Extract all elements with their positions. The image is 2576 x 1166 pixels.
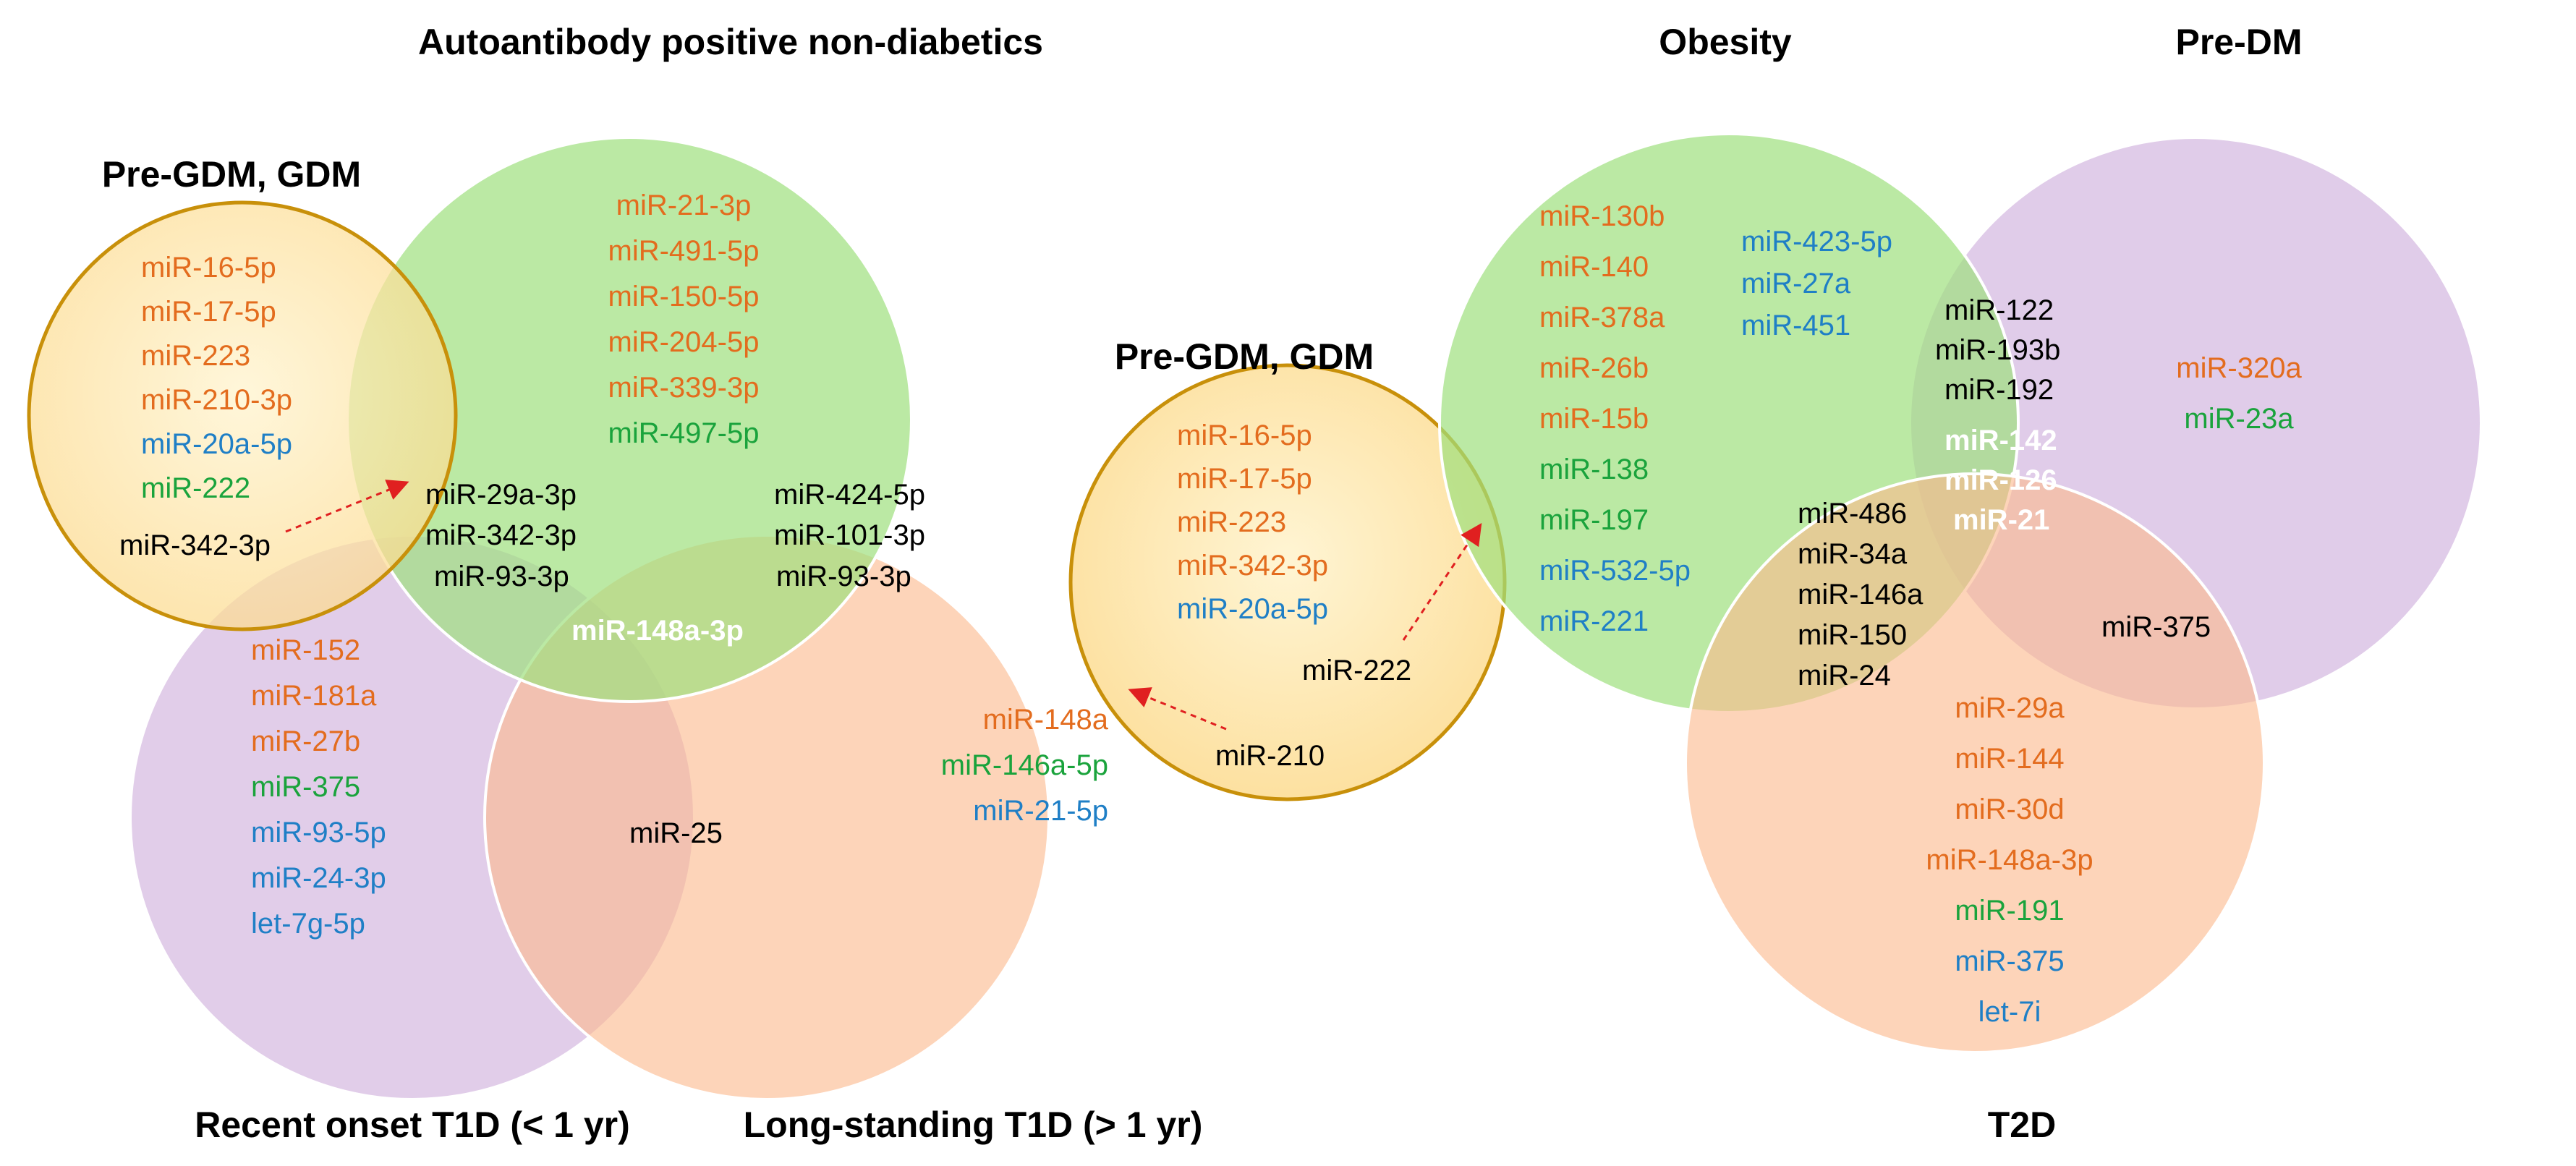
mirna-label: miR-20a-5p	[141, 428, 292, 460]
mirna-label-recent-long: miR-25	[629, 817, 723, 849]
right-diagram-circles	[1438, 132, 2483, 1054]
mirna-label: miR-181a	[251, 680, 377, 712]
title-recent-onset-t1d: Recent onset T1D (< 1 yr)	[195, 1105, 630, 1145]
mirna-label: miR-150	[1798, 619, 1907, 651]
mirna-label: miR-21-3p	[616, 190, 752, 221]
mirna-label: let-7g-5p	[251, 908, 365, 940]
mirna-label: miR-223	[1177, 506, 1286, 538]
mirna-label: miR-221	[1539, 605, 1649, 637]
mirna-label: miR-17-5p	[1177, 463, 1312, 495]
mirna-label: miR-144	[1955, 743, 2064, 775]
title-obesity: Obesity	[1659, 22, 1792, 62]
mirna-label: miR-26b	[1539, 352, 1649, 384]
mirna-label: miR-93-3p	[434, 561, 569, 592]
mirna-label: miR-339-3p	[608, 372, 760, 404]
circle-t2d	[1684, 472, 2266, 1054]
obesity-t2d-overlap-list: miR-486 miR-34a miR-146a miR-150 miR-24	[1798, 498, 1924, 691]
mirna-label-arrow-source: miR-342-3p	[119, 529, 271, 561]
mirna-label: miR-497-5p	[608, 417, 760, 449]
auto-long-overlap-list: miR-424-5p miR-101-3p miR-93-3p	[774, 479, 925, 592]
mirna-label: miR-210-3p	[141, 384, 292, 416]
mirna-label: miR-27b	[251, 725, 360, 757]
mirna-label: miR-150-5p	[608, 281, 760, 312]
mirna-label: miR-16-5p	[141, 252, 276, 284]
mirna-label: miR-423-5p	[1741, 226, 1892, 258]
mirna-label-predm-t2d: miR-375	[2101, 611, 2211, 643]
mirna-label: miR-532-5p	[1539, 555, 1691, 587]
mirna-label: miR-93-5p	[251, 817, 386, 848]
mirna-label: miR-93-3p	[776, 561, 911, 592]
arrow-middle-222	[1402, 523, 1482, 641]
mirna-label: miR-223	[141, 340, 250, 372]
title-autoantibody-positive: Autoantibody positive non-diabetics	[418, 22, 1043, 62]
recent-onset-only-list: miR-152 miR-181a miR-27b miR-375 miR-93-…	[251, 634, 386, 940]
mirna-label: miR-101-3p	[774, 519, 925, 551]
mirna-label: miR-375	[251, 771, 360, 803]
mirna-label: miR-29a	[1955, 692, 2065, 724]
mirna-label: miR-378a	[1539, 302, 1665, 333]
title-pre-gdm-left: Pre-GDM, GDM	[102, 154, 361, 195]
mirna-label: miR-191	[1955, 895, 2064, 927]
right-center-list: miR-142 miR-126 miR-21	[1944, 425, 2057, 536]
mirna-label: miR-16-5p	[1177, 420, 1312, 451]
t2d-only-list: miR-29a miR-144 miR-30d miR-148a-3p miR-…	[1926, 692, 2093, 1028]
mirna-label: miR-491-5p	[608, 235, 760, 267]
mirna-label: miR-424-5p	[774, 479, 925, 511]
obesity-only-list-col2: miR-423-5p miR-27a miR-451	[1741, 226, 1892, 341]
left-diagram-circles	[27, 136, 1050, 1101]
mirna-label: miR-146a	[1798, 579, 1924, 610]
mirna-label: miR-34a	[1798, 538, 1908, 570]
mirna-label: miR-24	[1798, 660, 1891, 691]
mirna-label: miR-197	[1539, 504, 1649, 536]
pre-gdm-middle-list: miR-16-5p miR-17-5p miR-223 miR-342-3p m…	[1177, 420, 1328, 625]
mirna-label: miR-21-5p	[973, 795, 1108, 827]
mirna-label: miR-146a-5p	[941, 749, 1108, 781]
mirna-label: let-7i	[1978, 996, 2041, 1028]
mirna-label: miR-15b	[1539, 403, 1649, 435]
mirna-label: miR-130b	[1539, 200, 1665, 232]
mirna-label: miR-30d	[1955, 793, 2064, 825]
mirna-label-center-left: miR-148a-3p	[571, 615, 744, 647]
mirna-label: miR-24-3p	[251, 862, 386, 894]
title-pre-dm: Pre-DM	[2175, 22, 2302, 62]
mirna-label: miR-451	[1741, 310, 1850, 341]
autoantibody-only-list: miR-21-3p miR-491-5p miR-150-5p miR-204-…	[608, 190, 760, 449]
circle-pre-gdm-left	[27, 200, 458, 631]
title-pre-gdm-middle: Pre-GDM, GDM	[1115, 336, 1374, 377]
mirna-label: miR-192	[1944, 374, 2054, 406]
mirna-label: miR-27a	[1741, 268, 1851, 299]
long-standing-only-list: miR-148a miR-146a-5p miR-21-5p	[941, 704, 1109, 827]
mirna-label: miR-17-5p	[141, 296, 276, 328]
mirna-label: miR-148a-3p	[1926, 844, 2093, 876]
mirna-label: miR-148a	[983, 704, 1109, 736]
obesity-predm-overlap-list: miR-122 miR-193b miR-192	[1935, 294, 2060, 406]
mirna-label-arrow-210: miR-210	[1215, 740, 1325, 772]
mirna-label: miR-122	[1944, 294, 2054, 326]
mirna-label: miR-142	[1944, 425, 2057, 456]
mirna-label: miR-193b	[1935, 334, 2060, 366]
mirna-label: miR-375	[1955, 945, 2064, 977]
mirna-label: miR-320a	[2176, 352, 2302, 384]
mirna-label: miR-342-3p	[425, 519, 577, 551]
mirna-label: miR-486	[1798, 498, 1907, 529]
title-long-standing-t1d: Long-standing T1D (> 1 yr)	[744, 1105, 1203, 1145]
title-t2d: T2D	[1988, 1105, 2056, 1145]
mirna-label: miR-222	[141, 472, 250, 504]
mirna-label: miR-23a	[2184, 403, 2294, 435]
mirna-label: miR-152	[251, 634, 360, 666]
mirna-label: miR-204-5p	[608, 326, 760, 358]
predm-only-list: miR-320a miR-23a	[2176, 352, 2302, 435]
mirna-label: miR-342-3p	[1177, 550, 1328, 582]
mirna-label: miR-138	[1539, 454, 1649, 485]
mirna-label: miR-126	[1944, 464, 2057, 496]
mirna-label: miR-21	[1953, 504, 2049, 536]
obesity-only-list-col1: miR-130b miR-140 miR-378a miR-26b miR-15…	[1539, 200, 1691, 637]
mirna-label: miR-29a-3p	[425, 479, 577, 511]
mirna-label: miR-20a-5p	[1177, 593, 1328, 625]
auto-recent-overlap-list: miR-29a-3p miR-342-3p miR-93-3p	[425, 479, 577, 592]
mirna-label-arrow-222: miR-222	[1302, 655, 1411, 686]
mirna-label: miR-140	[1539, 251, 1649, 283]
pre-gdm-left-list: miR-16-5p miR-17-5p miR-223 miR-210-3p m…	[119, 252, 292, 561]
